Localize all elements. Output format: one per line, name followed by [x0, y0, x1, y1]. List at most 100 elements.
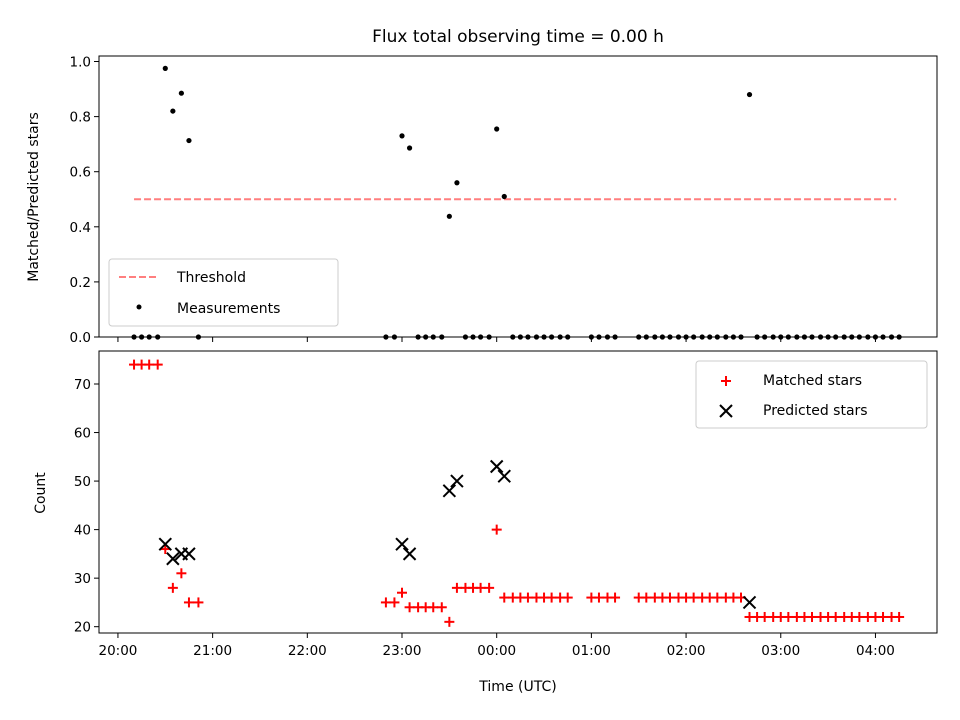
predicted-stars-point: [182, 547, 196, 561]
bottom-x-tick-label: 04:00: [856, 643, 895, 659]
matched-stars-point: [484, 582, 495, 593]
top-legend-box: [108, 258, 339, 327]
measurement-point: [162, 65, 168, 71]
bottom-x-tick-label: 03:00: [761, 643, 800, 659]
measurement-point: [501, 193, 507, 200]
measurement-point: [170, 108, 176, 114]
predicted-stars-point: [450, 474, 464, 488]
bottom-x-tick-label: 22:00: [288, 643, 327, 659]
matched-stars-point: [664, 592, 675, 603]
bottom-y-tick-label: 30: [74, 571, 91, 587]
matched-stars-point: [562, 592, 573, 603]
bottom-y-tick-label: 60: [74, 426, 91, 442]
x-axis-label: Time (UTC): [478, 679, 556, 695]
top-y-tick-label: 0.0: [70, 330, 91, 346]
measurement-point: [178, 90, 184, 96]
matched-stars-point: [522, 592, 533, 603]
measurement-point: [446, 213, 452, 219]
top-y-tick-label: 0.4: [70, 220, 91, 236]
matched-stars-point: [830, 611, 841, 622]
matched-stars-point: [688, 592, 699, 603]
bottom-y-tick-label: 50: [74, 474, 91, 490]
top-y-tick-label: 0.8: [70, 110, 91, 126]
matched-stars-point: [451, 582, 462, 593]
measurement-point: [399, 133, 405, 139]
predicted-stars-point: [742, 595, 757, 610]
legend-matched-swatch: [721, 376, 731, 386]
measurement-point: [494, 126, 500, 132]
matched-stars-point: [176, 568, 187, 579]
matched-stars-point: [475, 582, 486, 593]
predicted-stars-point: [497, 469, 511, 483]
top-y-tick-label: 0.6: [70, 165, 91, 181]
bottom-axis-ticks: 20 30 40 50 60 70 20:00 21:00 22:00 23:00 00:00 01:…: [74, 377, 895, 659]
matched-stars-point: [428, 602, 439, 613]
matched-stars-point: [436, 602, 447, 613]
top-y-axis-label: Matched/Predicted stars: [26, 112, 42, 282]
predicted-stars-point: [158, 537, 172, 551]
matched-stars-point: [397, 587, 408, 598]
matched-stars-point: [183, 597, 194, 608]
ratio-panel: Flux total observing time = 0.00 h Match…: [26, 27, 938, 346]
matched-stars-point: [641, 592, 652, 603]
legend-threshold-label: Threshold: [176, 270, 246, 286]
bottom-x-tick-label: 00:00: [477, 643, 516, 659]
predicted-stars-point: [489, 459, 504, 474]
predicted-stars-point: [166, 552, 180, 566]
bottom-y-tick-label: 20: [74, 620, 91, 636]
predicted-stars-point: [442, 484, 457, 498]
top-y-tick-label: 0.2: [70, 275, 91, 291]
matched-stars-point: [499, 592, 510, 603]
predicted-stars-point: [402, 547, 417, 561]
legend-measurements-label: Measurements: [177, 301, 280, 317]
bottom-x-tick-label: 21:00: [193, 643, 232, 659]
matched-stars-point: [491, 524, 502, 535]
bottom-y-axis-label: Count: [33, 472, 49, 514]
bottom-x-tick-label: 02:00: [667, 643, 706, 659]
top-plot-frame: [98, 55, 938, 338]
bottom-x-tick-label: 23:00: [383, 643, 422, 659]
bottom-x-tick-label: 01:00: [572, 643, 611, 659]
matched-stars-point: [783, 611, 794, 622]
bottom-legend-box: [695, 360, 928, 429]
matched-stars-point: [712, 592, 723, 603]
bottom-plot-frame: [98, 350, 938, 634]
legend-matched-label: Matched stars: [763, 373, 862, 389]
matched-stars-point: [167, 582, 178, 593]
top-axis-ticks: 0.0 0.2 0.4 0.6 0.8 1.0: [70, 55, 876, 346]
legend-measurements-swatch: [136, 304, 142, 310]
matched-stars-point: [878, 611, 889, 622]
matched-stars-point: [160, 544, 171, 555]
legend-predicted-swatch: [719, 404, 733, 418]
matched-stars-point: [144, 359, 155, 370]
matched-stars-point: [444, 616, 455, 627]
measurement-point: [406, 145, 413, 151]
bottom-y-tick-label: 70: [74, 377, 91, 393]
matched-stars-point: [593, 592, 604, 603]
measurement-point: [746, 91, 753, 98]
bottom-y-tick-label: 40: [74, 523, 91, 539]
matched-stars-point: [807, 611, 818, 622]
bottom-data-marks: [129, 359, 905, 627]
matched-stars-point: [610, 592, 621, 603]
measurement-point: [186, 137, 192, 144]
legend-predicted-label: Predicted stars: [763, 403, 868, 419]
matched-stars-point: [389, 597, 400, 608]
chart-title: Flux total observing time = 0.00 h: [372, 27, 664, 47]
matched-stars-point: [380, 597, 391, 608]
matched-stars-point: [546, 592, 557, 603]
bottom-legend: Matched stars Predicted stars: [695, 360, 928, 429]
top-legend: Threshold Measurements: [108, 258, 339, 327]
matched-stars-point: [193, 597, 204, 608]
matched-stars-point: [404, 602, 415, 613]
predicted-stars-point: [395, 537, 409, 551]
matched-stars-point: [894, 611, 905, 622]
matched-stars-point: [152, 359, 163, 370]
matched-stars-point: [759, 611, 770, 622]
bottom-x-tick-label: 20:00: [98, 643, 137, 659]
top-y-tick-label: 1.0: [70, 55, 91, 71]
measurement-point: [454, 180, 460, 186]
matched-stars-point: [854, 611, 865, 622]
